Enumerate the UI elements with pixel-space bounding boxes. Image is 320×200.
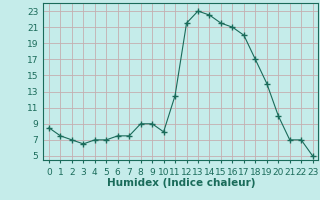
X-axis label: Humidex (Indice chaleur): Humidex (Indice chaleur): [107, 178, 255, 188]
